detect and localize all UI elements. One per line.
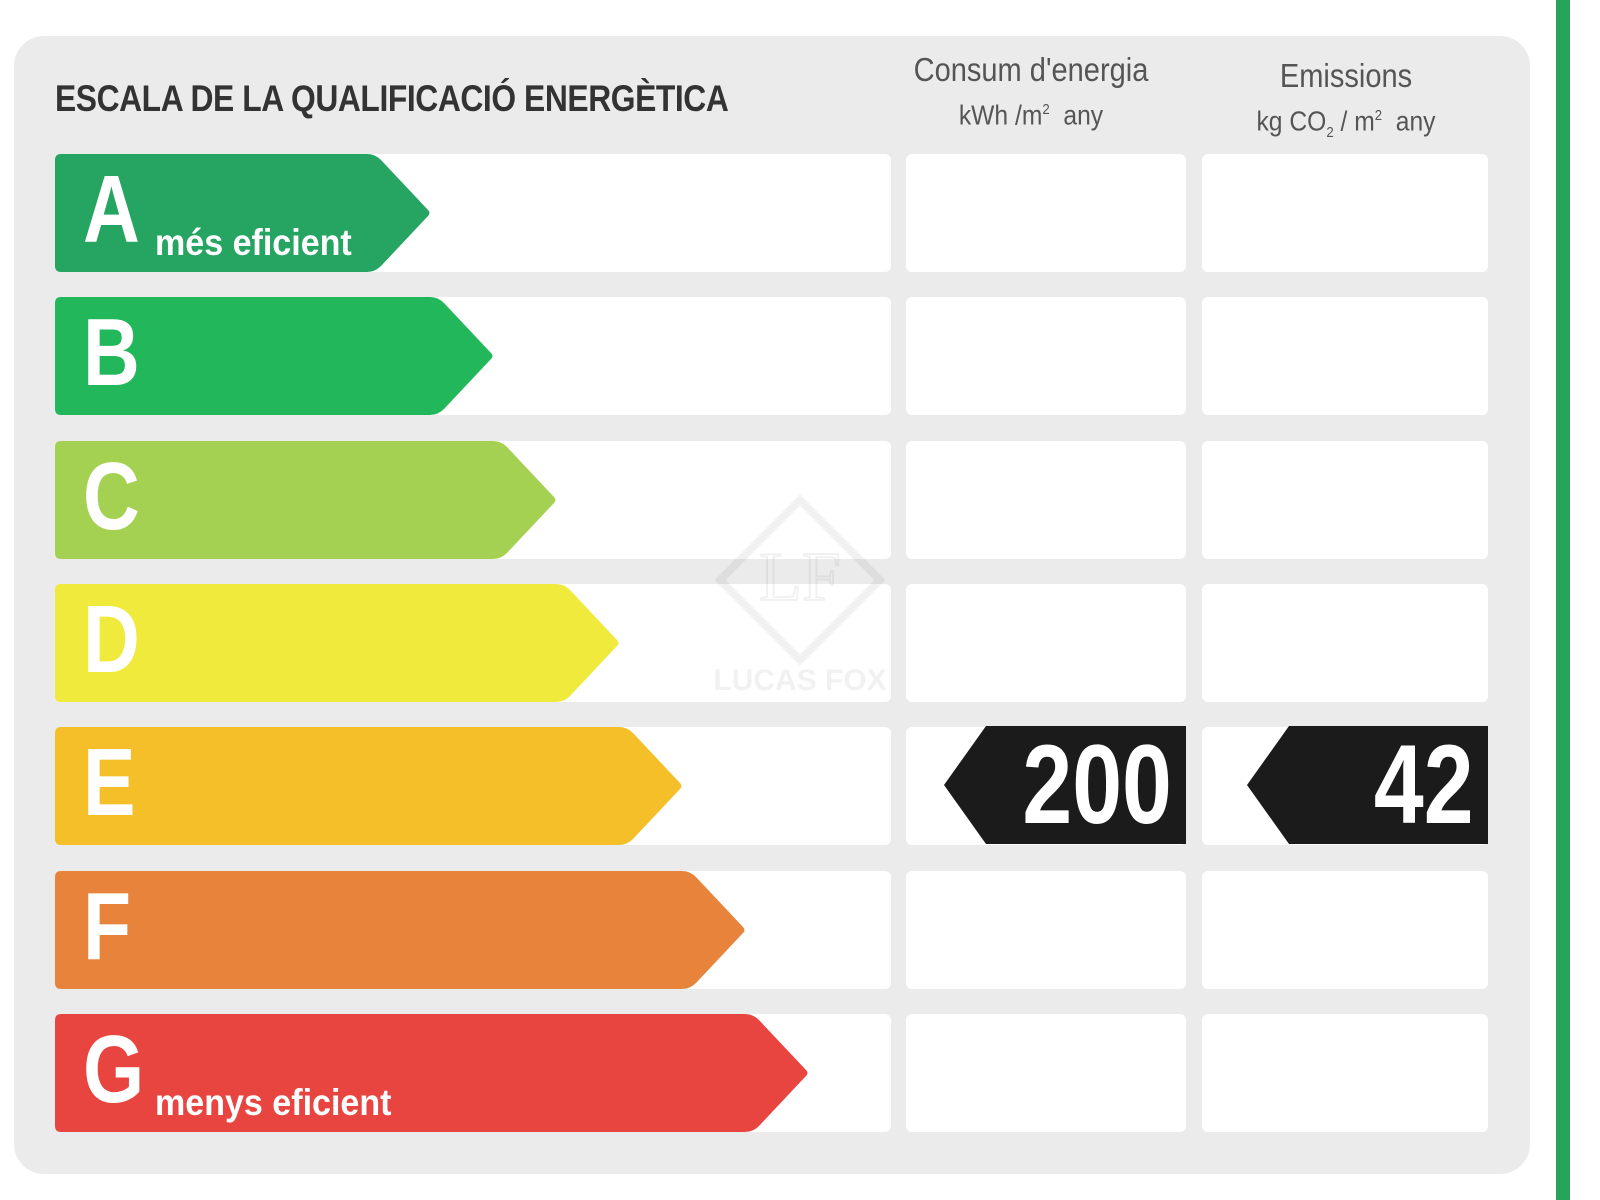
emissions-cell-b	[1202, 297, 1488, 415]
emissions-unit-mid: / m	[1333, 105, 1375, 137]
emissions-cell-d	[1202, 584, 1488, 702]
emissions-unit: kg CO2 / m2 any	[1214, 96, 1478, 153]
right-edge-bar	[1556, 0, 1570, 1200]
rating-arrow-shape-e	[55, 727, 682, 845]
emissions-unit-suffix: any	[1395, 105, 1436, 137]
rating-caption-g: menys eficient	[155, 1082, 392, 1123]
rating-arrow-c: C	[55, 441, 557, 559]
rating-arrow-shape-d	[55, 584, 619, 702]
rating-letter-b: B	[83, 299, 140, 406]
label-title: ESCALA DE LA QUALIFICACIÓ ENERGÈTICA	[55, 78, 729, 119]
rating-caption-a: més eficient	[155, 222, 352, 263]
rating-letter-f: F	[83, 873, 132, 980]
emissions-cell-f	[1202, 871, 1488, 989]
consumption-unit-suffix: any	[1063, 99, 1104, 131]
emissions-unit-sub: 2	[1326, 123, 1334, 141]
rating-arrow-d: D	[55, 584, 620, 702]
rating-arrow-shape-c	[55, 441, 556, 559]
rating-arrow-b: B	[55, 297, 494, 415]
consumption-cell-a	[906, 154, 1186, 272]
svg-text:LF: LF	[759, 539, 841, 616]
rating-arrow-shape-g	[55, 1014, 808, 1132]
emissions-cell-a	[1202, 154, 1488, 272]
consumption-result-badge-shape	[944, 726, 1186, 844]
emissions-heading: Emissions kg CO2 / m2 any	[1196, 56, 1496, 153]
emissions-unit-sup: 2	[1374, 107, 1383, 124]
rating-arrow-shape-a	[55, 154, 430, 272]
consumption-cell-g	[906, 1014, 1186, 1132]
consumption-cell-b	[906, 297, 1186, 415]
rating-arrow-shape-b	[55, 297, 493, 415]
emissions-heading-text: Emissions	[1279, 57, 1413, 94]
consumption-unit-sup: 2	[1042, 101, 1050, 118]
emissions-result-badge-shape	[1247, 726, 1488, 844]
emissions-unit-prefix: kg CO	[1256, 105, 1327, 137]
rating-arrow-shape-f	[55, 871, 745, 989]
rating-letter-c: C	[83, 443, 140, 550]
rating-letter-e: E	[83, 729, 136, 836]
emissions-result-badge-value: 42	[1374, 722, 1474, 847]
rating-letter-g: G	[83, 1016, 145, 1123]
consumption-unit-prefix: kWh /m	[958, 99, 1043, 131]
consumption-cell-d	[906, 584, 1186, 702]
consumption-result-badge-value: 200	[1022, 722, 1173, 847]
rating-letter-d: D	[83, 586, 140, 693]
rating-arrow-f: F	[55, 871, 746, 989]
consumption-cell-c	[906, 441, 1186, 559]
emissions-result-badge: 42	[1247, 726, 1488, 844]
svg-text:LUCAS FOX: LUCAS FOX	[713, 664, 886, 697]
rating-letter-a: A	[83, 156, 140, 263]
consumption-unit: kWh /m2 any	[903, 90, 1158, 135]
consumption-result-badge: 200	[944, 726, 1186, 844]
consumption-cell-f	[906, 871, 1186, 989]
lucas-fox-watermark-logo: LF LUCAS FOX	[713, 494, 887, 697]
consumption-heading-text: Consum d'energia	[913, 51, 1149, 88]
rating-arrow-e: E	[55, 727, 683, 845]
consumption-heading: Consum d'energia kWh /m2 any	[886, 50, 1176, 135]
emissions-cell-g	[1202, 1014, 1488, 1132]
emissions-cell-c	[1202, 441, 1488, 559]
